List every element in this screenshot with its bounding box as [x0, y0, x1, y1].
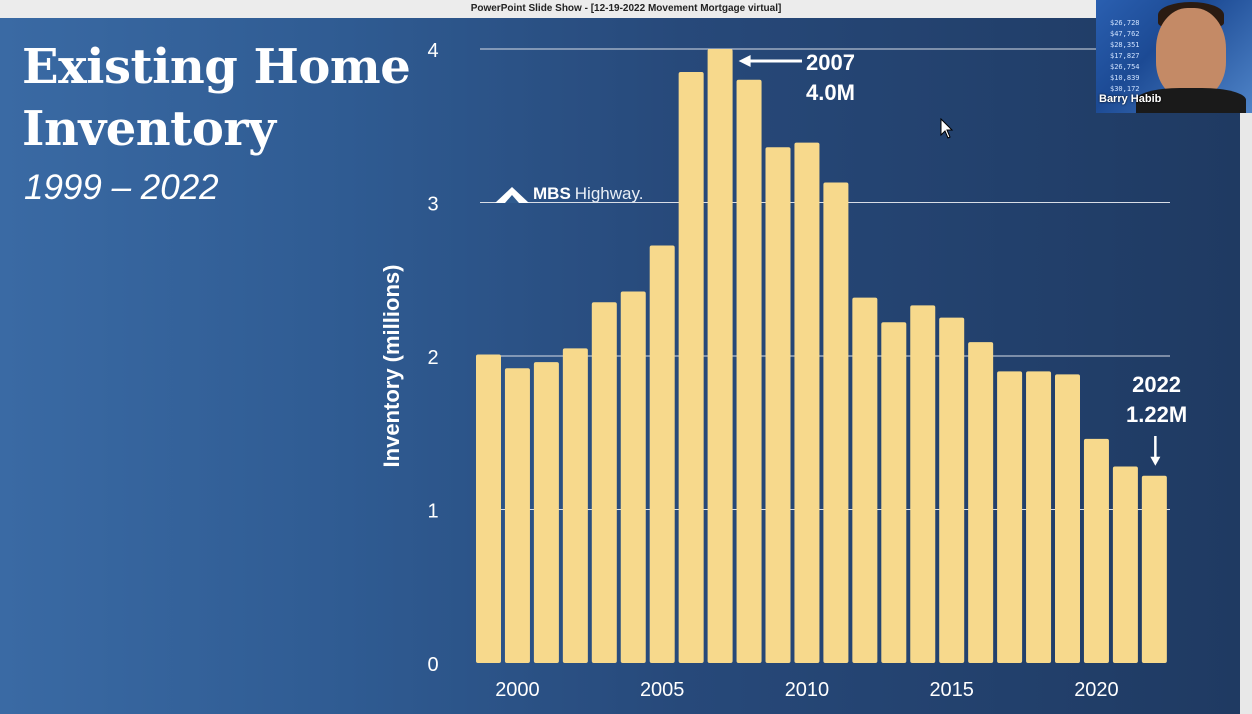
bar-2012: [852, 297, 878, 663]
video-ticker-background: $26,728 $47,762 $28,351 $17,827 $26,754 …: [1110, 19, 1140, 93]
bar-2019: [1055, 374, 1080, 663]
mouse-cursor-icon: [940, 118, 954, 139]
bar-2007: [707, 49, 733, 663]
slide-title-line1: Existing Home: [22, 39, 411, 95]
participant-name: Barry Habib: [1099, 93, 1162, 105]
y-tick-layer: 0 1 2 3 4: [427, 40, 438, 676]
x-tick-label-2010: 2010: [785, 679, 830, 701]
x-tick-layer: 2000 2005 2010 2015 2020: [495, 679, 1118, 701]
bar-2015: [939, 317, 965, 663]
bar-2021: [1112, 466, 1138, 663]
peak-callout-year: 2007: [806, 50, 855, 75]
bar-2009: [765, 147, 791, 664]
bar-2010: [794, 142, 820, 663]
y-tick-label-0: 0: [427, 654, 438, 676]
participant-shirt: [1136, 88, 1246, 113]
latest-callout-year: 2022: [1132, 372, 1182, 397]
logo-text-highway: Highway.: [574, 184, 644, 203]
logo-text-mbs: MBS: [533, 184, 571, 203]
bar-2000: [504, 368, 530, 663]
x-tick-label-2015: 2015: [929, 679, 974, 701]
peak-callout: 2007 4.0M: [806, 48, 855, 108]
bar-2008: [736, 79, 762, 663]
peak-callout-value: 4.0M: [806, 80, 855, 105]
bar-2011: [823, 182, 849, 664]
bar-2004: [620, 291, 646, 663]
latest-arrow-head: [1150, 456, 1161, 466]
x-tick-label-2005: 2005: [640, 679, 685, 701]
slide-subtitle: 1999 – 2022: [24, 168, 219, 207]
bar-2002: [562, 348, 588, 663]
mbs-highway-logo: MBS Highway.: [495, 183, 643, 205]
bar-2017: [997, 371, 1023, 663]
bar-2013: [881, 322, 907, 663]
bar-2003: [591, 302, 617, 663]
bar-1999: [476, 354, 501, 663]
bar-2016: [968, 342, 994, 663]
y-tick-label-1: 1: [427, 501, 438, 523]
arrow-layer: [738, 55, 1161, 466]
y-tick-label-2: 2: [427, 347, 438, 369]
x-tick-label-2000: 2000: [495, 679, 540, 701]
y-tick-label-3: 3: [427, 194, 438, 216]
y-tick-label-4: 4: [427, 40, 438, 62]
bar-2022: [1141, 475, 1167, 663]
participant-face: [1156, 8, 1226, 98]
bar-2018: [1026, 371, 1052, 663]
slide: Existing Home Inventory 1999 – 2022: [0, 18, 1240, 714]
x-tick-label-2020: 2020: [1074, 679, 1119, 701]
bar-2014: [910, 305, 936, 663]
slide-title-line2: Inventory: [22, 101, 276, 157]
bar-2005: [649, 245, 675, 664]
y-axis-label: Inventory (millions): [379, 264, 404, 468]
bar-2006: [678, 72, 704, 663]
window-title: PowerPoint Slide Show - [12-19-2022 Move…: [0, 0, 1252, 18]
peak-arrow-head: [738, 55, 751, 67]
bar-2001: [533, 362, 559, 663]
bar-layer: [476, 49, 1167, 664]
bar-2020: [1083, 438, 1109, 663]
latest-callout: 2022 1.22M: [1126, 370, 1187, 430]
mountain-icon: [495, 187, 529, 203]
latest-callout-value: 1.22M: [1126, 402, 1188, 427]
window-edge: [1240, 113, 1252, 714]
participant-video[interactable]: $26,728 $47,762 $28,351 $17,827 $26,754 …: [1096, 0, 1252, 113]
slide-title: Existing Home Inventory: [22, 36, 411, 160]
